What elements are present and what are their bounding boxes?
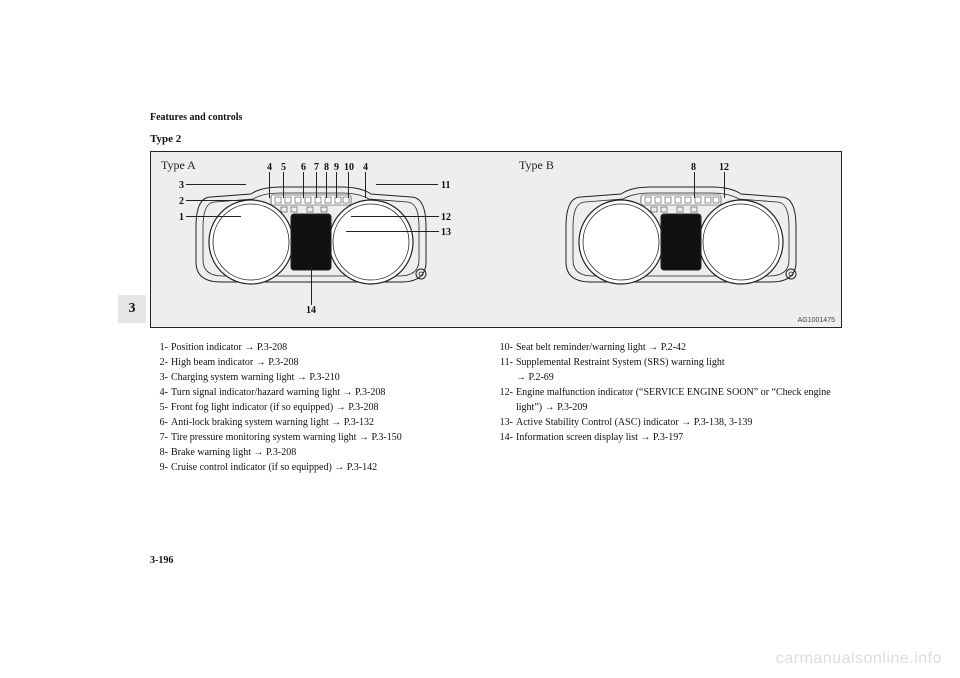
legend-num: 14- bbox=[495, 430, 516, 445]
figure-box: Type A Type B bbox=[150, 151, 842, 328]
figure-image-id: AG1001475 bbox=[798, 317, 835, 324]
watermark: carmanualsonline.info bbox=[776, 650, 942, 668]
legend-text: Supplemental Restraint System (SRS) warn… bbox=[516, 355, 840, 370]
section-header: Features and controls bbox=[150, 112, 840, 123]
legend-col-right: 10-Seat belt reminder/warning light → P.… bbox=[495, 340, 840, 475]
callout-a-14: 14 bbox=[306, 305, 316, 316]
legend-num: 11- bbox=[495, 355, 516, 370]
chapter-number: 3 bbox=[129, 301, 136, 317]
figure-subtitle: Type 2 bbox=[150, 133, 840, 145]
legend-num: 2- bbox=[150, 355, 171, 370]
page-content: Features and controls Type 2 Type A Type… bbox=[150, 112, 840, 475]
legend-text: Turn signal indicator/hazard warning lig… bbox=[171, 385, 495, 400]
legend-text: Brake warning light → P.3-208 bbox=[171, 445, 495, 460]
callout-a-12: 12 bbox=[441, 212, 451, 223]
legend-text-sub: → P.2-69 bbox=[495, 370, 840, 385]
legend-col-left: 1-Position indicator → P.3-208 2-High be… bbox=[150, 340, 495, 475]
legend-text: Position indicator → P.3-208 bbox=[171, 340, 495, 355]
legend-text: High beam indicator → P.3-208 bbox=[171, 355, 495, 370]
label-type-a: Type A bbox=[161, 158, 196, 173]
legend-text: Anti-lock braking system warning light →… bbox=[171, 415, 495, 430]
legend-num: 3- bbox=[150, 370, 171, 385]
instrument-cluster-b bbox=[561, 182, 801, 297]
legend-num: 6- bbox=[150, 415, 171, 430]
callout-a-10: 10 bbox=[344, 162, 354, 173]
legend-num: 10- bbox=[495, 340, 516, 355]
legend-num: 9- bbox=[150, 460, 171, 475]
legend-num: 12- bbox=[495, 385, 516, 415]
legend-text: Charging system warning light → P.3-210 bbox=[171, 370, 495, 385]
page-number: 3-196 bbox=[150, 555, 173, 566]
legend-text: Front fog light indicator (if so equippe… bbox=[171, 400, 495, 415]
legend-text: Cruise control indicator (if so equipped… bbox=[171, 460, 495, 475]
legend-num: 13- bbox=[495, 415, 516, 430]
legend-num: 1- bbox=[150, 340, 171, 355]
callout-a-2: 2 bbox=[179, 196, 184, 207]
legend-text: Information screen display list → P.3-19… bbox=[516, 430, 840, 445]
legend-text: Active Stability Control (ASC) indicator… bbox=[516, 415, 840, 430]
callout-a-11: 11 bbox=[441, 180, 450, 191]
legend-num: 7- bbox=[150, 430, 171, 445]
legend-text: Seat belt reminder/warning light → P.2-4… bbox=[516, 340, 840, 355]
label-type-b: Type B bbox=[519, 158, 554, 173]
legend-num: 5- bbox=[150, 400, 171, 415]
callout-a-3: 3 bbox=[179, 180, 184, 191]
callout-a-1: 1 bbox=[179, 212, 184, 223]
legend-num: 8- bbox=[150, 445, 171, 460]
legend-text: Tire pressure monitoring system warning … bbox=[171, 430, 495, 445]
callout-a-13: 13 bbox=[441, 227, 451, 238]
legend-columns: 1-Position indicator → P.3-208 2-High be… bbox=[150, 340, 840, 475]
legend-num: 4- bbox=[150, 385, 171, 400]
chapter-tab: 3 bbox=[118, 295, 146, 323]
legend-text: Engine malfunction indicator (“SERVICE E… bbox=[516, 385, 840, 415]
